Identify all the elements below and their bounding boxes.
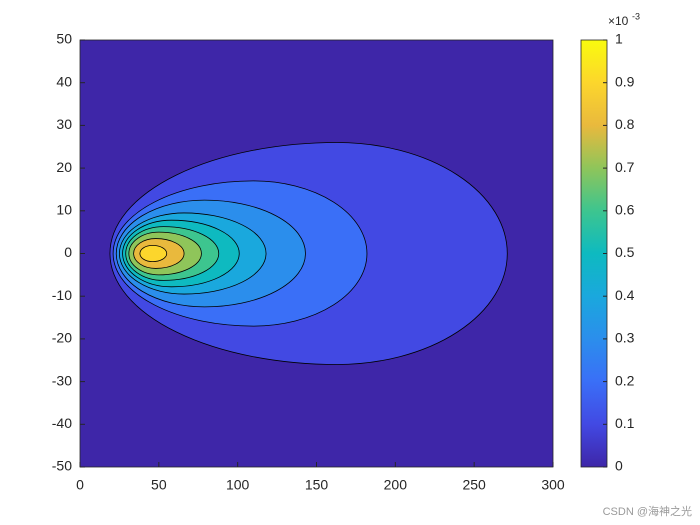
y-tick-label: 10 <box>56 202 72 218</box>
colorbar-tick-label: 0 <box>615 458 623 474</box>
x-tick-label: 0 <box>76 477 84 493</box>
colorbar-tick-label: 0.1 <box>615 415 635 431</box>
colorbar-tick-label: 0.8 <box>615 116 635 132</box>
x-tick-label: 50 <box>151 477 167 493</box>
colorbar-tick-label: 0.9 <box>615 73 635 89</box>
x-tick-label: 200 <box>384 477 408 493</box>
contour-region <box>139 244 168 263</box>
y-tick-label: 0 <box>64 244 72 260</box>
y-tick-label: 20 <box>56 159 72 175</box>
colorbar-multiplier-exponent: -3 <box>632 11 640 21</box>
y-tick-label: -40 <box>52 415 72 431</box>
x-tick-label: 150 <box>305 477 329 493</box>
colorbar-tick-label: 0.7 <box>615 159 635 175</box>
colorbar-tick-label: 0.6 <box>615 202 635 218</box>
y-tick-label: -50 <box>52 458 72 474</box>
colorbar-tick-label: 0.5 <box>615 244 635 260</box>
colorbar-tick-label: 1 <box>615 31 623 47</box>
y-tick-label: -10 <box>52 287 72 303</box>
y-tick-label: 50 <box>56 31 72 47</box>
watermark: CSDN @海神之光 <box>603 504 692 518</box>
y-tick-label: 30 <box>56 116 72 132</box>
y-tick-label: 40 <box>56 73 72 89</box>
colorbar-multiplier-base: ×10 <box>608 14 629 28</box>
colorbar-tick-label: 0.4 <box>615 287 635 303</box>
colorbar <box>580 39 608 468</box>
colorbar-tick-label: 0.3 <box>615 330 635 346</box>
x-tick-label: 100 <box>226 477 250 493</box>
x-tick-label: 300 <box>541 477 565 493</box>
x-tick-label: 250 <box>462 477 486 493</box>
colorbar-tick-label: 0.2 <box>615 372 635 388</box>
y-tick-label: -20 <box>52 330 72 346</box>
y-tick-label: -30 <box>52 372 72 388</box>
